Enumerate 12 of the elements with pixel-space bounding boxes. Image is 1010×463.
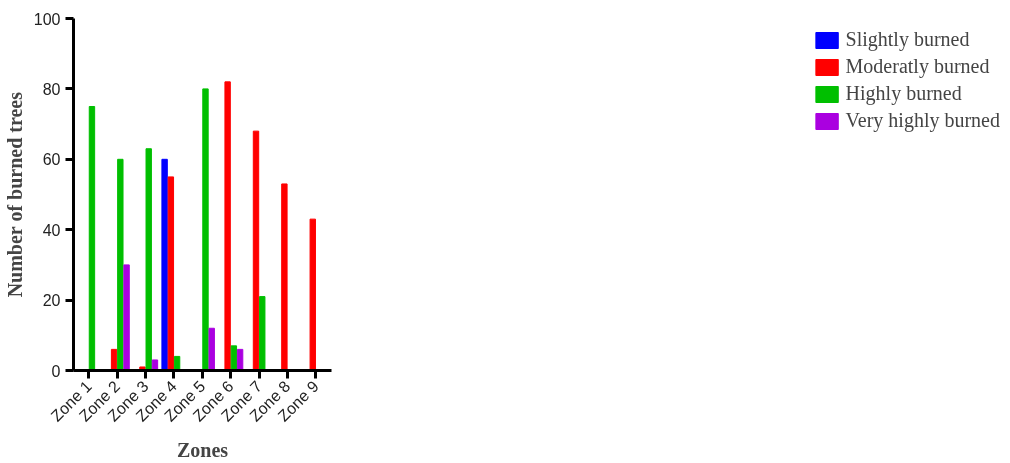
y-axis-title: Number of burned trees bbox=[3, 91, 26, 298]
y-tick-label: 100 bbox=[33, 10, 61, 28]
legend-label: Moderatly burned bbox=[845, 55, 990, 78]
y-tick-label: 40 bbox=[42, 221, 61, 239]
y-tick-label: 60 bbox=[42, 151, 61, 169]
legend-label: Very highly burned bbox=[845, 109, 1000, 132]
y-tick-label: 20 bbox=[42, 292, 61, 310]
legend-label: Highly burned bbox=[845, 82, 962, 105]
y-tick-label: 80 bbox=[42, 80, 61, 98]
y-tick-label: 0 bbox=[51, 362, 61, 380]
legend-label: Slightly burned bbox=[845, 28, 970, 51]
x-axis-title: Zones bbox=[176, 438, 229, 461]
